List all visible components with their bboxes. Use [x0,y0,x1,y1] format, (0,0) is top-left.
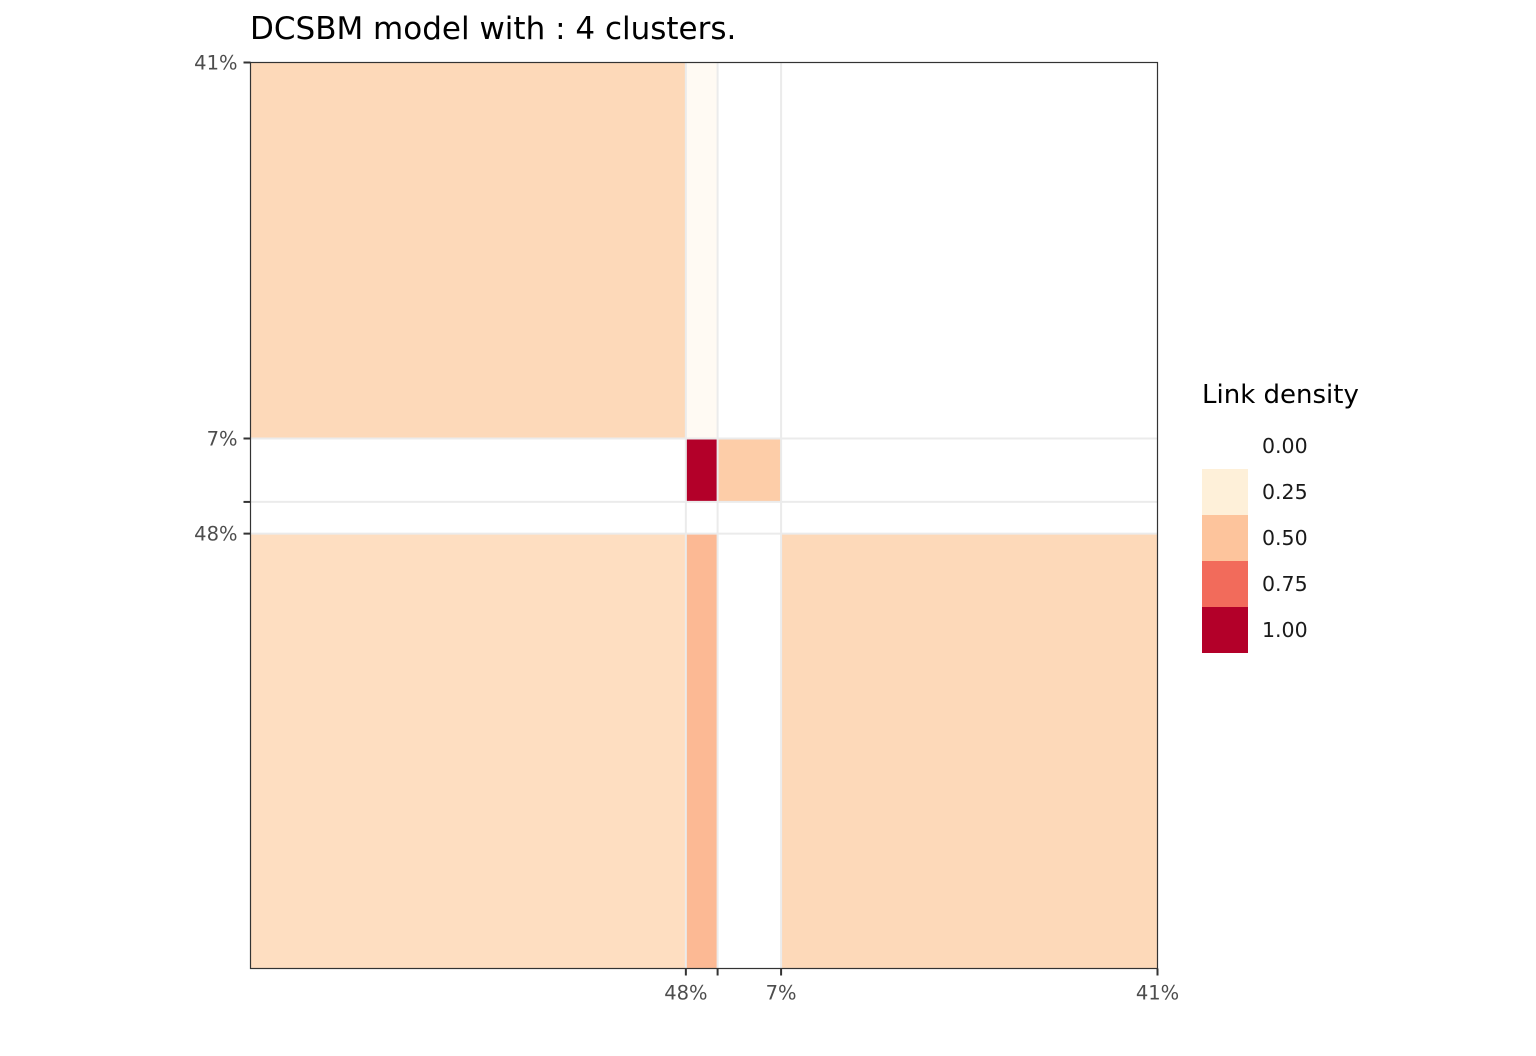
heatmap-cells [250,62,1158,969]
legend-label: 0.75 [1262,572,1308,596]
x-tick-label: 41% [1136,982,1179,1005]
grid-lines [250,62,1158,969]
y-tick-label: 7% [207,427,238,450]
x-tick-label: 7% [766,982,797,1005]
legend-key [1202,561,1248,607]
legend-key [1202,423,1248,469]
heatmap-cell [685,62,718,439]
legend-label: 0.50 [1262,526,1308,550]
heatmap-cell [250,438,686,502]
x-axis: 48% 7% 41% [664,968,1179,1005]
heatmap-cell [781,533,1158,969]
heatmap-cell [717,62,782,439]
heatmap-cell [250,533,686,969]
heatmap-cell [685,533,718,969]
y-tick-label: 41% [194,52,237,75]
legend-label: 1.00 [1262,618,1308,642]
heatmap-cell [781,501,1158,534]
heatmap-cell [781,62,1158,439]
legend-title: Link density [1202,380,1359,410]
legend-key [1202,607,1248,653]
heatmap-cell [717,533,782,969]
heatmap-cell [717,501,782,534]
heatmap-cell [250,501,686,534]
legend-label: 0.00 [1262,434,1308,458]
y-tick-label: 48% [194,523,237,546]
legend-key [1202,515,1248,561]
x-tick-label: 48% [664,982,707,1005]
heatmap-cell [250,62,686,439]
legend: Link density 0.00 0.25 0.50 0.75 1.00 [1202,380,1359,653]
plot-border [249,61,1159,970]
legend-key [1202,469,1248,515]
y-axis: 48% 7% 41% [194,52,251,546]
heatmap-cell [685,438,718,502]
heatmap-cell [685,501,718,534]
chart-title: DCSBM model with : 4 clusters. [250,11,736,47]
legend-label: 0.25 [1262,480,1308,504]
heatmap-cell [717,438,782,502]
heatmap-cell [781,438,1158,502]
